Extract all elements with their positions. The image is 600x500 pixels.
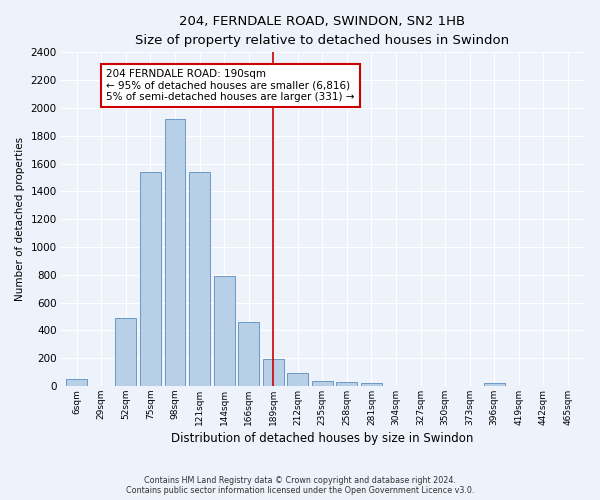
Y-axis label: Number of detached properties: Number of detached properties xyxy=(15,137,25,301)
Text: 204 FERNDALE ROAD: 190sqm
← 95% of detached houses are smaller (6,816)
5% of sem: 204 FERNDALE ROAD: 190sqm ← 95% of detac… xyxy=(106,69,355,102)
Title: 204, FERNDALE ROAD, SWINDON, SN2 1HB
Size of property relative to detached house: 204, FERNDALE ROAD, SWINDON, SN2 1HB Siz… xyxy=(135,15,509,47)
Bar xyxy=(287,374,308,386)
Bar xyxy=(214,276,235,386)
Bar xyxy=(67,379,87,386)
X-axis label: Distribution of detached houses by size in Swindon: Distribution of detached houses by size … xyxy=(171,432,473,445)
Bar xyxy=(140,172,161,386)
Bar xyxy=(189,172,210,386)
Bar xyxy=(115,318,136,386)
Bar xyxy=(484,383,505,386)
Bar xyxy=(263,360,284,386)
Bar xyxy=(361,383,382,386)
Bar xyxy=(164,119,185,386)
Bar xyxy=(312,381,333,386)
Bar xyxy=(238,322,259,386)
Bar xyxy=(337,382,357,386)
Text: Contains HM Land Registry data © Crown copyright and database right 2024.
Contai: Contains HM Land Registry data © Crown c… xyxy=(126,476,474,495)
